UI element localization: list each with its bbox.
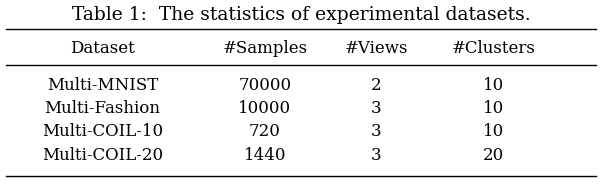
Text: 20: 20 (483, 147, 504, 164)
Text: Multi-Fashion: Multi-Fashion (45, 100, 160, 117)
Text: #Clusters: #Clusters (452, 40, 536, 57)
Text: 10: 10 (483, 77, 504, 94)
Text: Multi-COIL-20: Multi-COIL-20 (42, 147, 163, 164)
Text: 2: 2 (371, 77, 382, 94)
Text: Multi-MNIST: Multi-MNIST (47, 77, 158, 94)
Text: #Views: #Views (344, 40, 408, 57)
Text: 720: 720 (249, 123, 281, 140)
Text: Multi-COIL-10: Multi-COIL-10 (42, 123, 163, 140)
Text: 3: 3 (371, 100, 382, 117)
Text: Table 1:  The statistics of experimental datasets.: Table 1: The statistics of experimental … (72, 6, 530, 24)
Text: Dataset: Dataset (70, 40, 135, 57)
Text: 10: 10 (483, 100, 504, 117)
Text: 10000: 10000 (238, 100, 291, 117)
Text: 70000: 70000 (238, 77, 291, 94)
Text: #Samples: #Samples (222, 40, 308, 57)
Text: 3: 3 (371, 123, 382, 140)
Text: 1440: 1440 (244, 147, 286, 164)
Text: 10: 10 (483, 123, 504, 140)
Text: 3: 3 (371, 147, 382, 164)
